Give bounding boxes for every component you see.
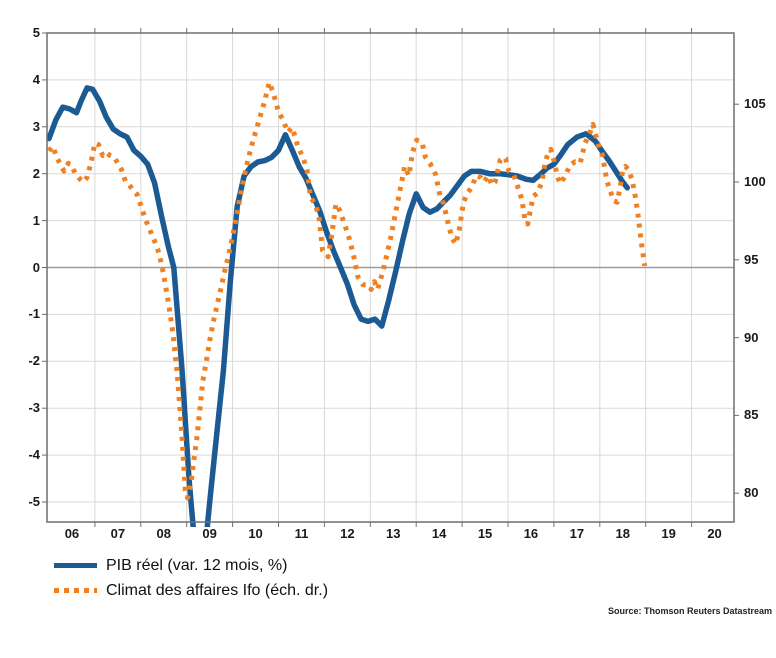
axis-tick-label: -5: [28, 494, 40, 509]
axis-tick-label: 20: [707, 526, 722, 541]
axis-tick-label: 13: [386, 526, 401, 541]
axis-tick-label: 5: [32, 25, 40, 40]
axis-tick-label: 2: [32, 165, 40, 181]
legend-item-ifo: Climat des affaires Ifo (éch. dr.): [54, 578, 328, 603]
axis-tick-label: -4: [28, 447, 40, 463]
axis-tick-label: 11: [294, 526, 309, 541]
axis-tick-label: 1: [32, 212, 40, 228]
gdp-legend-label: PIB réel (var. 12 mois, %): [106, 556, 288, 574]
axis-tick-label: 09: [202, 526, 217, 541]
axis-tick-label: 100: [744, 174, 766, 189]
axis-tick-label: 0: [32, 259, 40, 275]
axis-tick-label: 07: [110, 526, 126, 541]
axis-tick-label: 90: [744, 329, 759, 345]
axis-tick-label: 19: [661, 526, 676, 541]
axis-tick-label: 08: [156, 526, 171, 541]
axis-tick-label: 06: [64, 526, 80, 541]
axis-tick-label: 14: [431, 526, 447, 541]
axis-tick-label: 12: [340, 526, 355, 541]
plot-frame: [46, 32, 735, 523]
legend-item-gdp: PIB réel (var. 12 mois, %): [54, 553, 328, 578]
axis-tick-label: 16: [523, 526, 539, 541]
axis-tick-label: 15: [477, 526, 493, 541]
legend: PIB réel (var. 12 mois, %) Climat des af…: [54, 553, 328, 603]
gdp-line: [47, 85, 631, 527]
axis-tick-label: -2: [28, 353, 40, 369]
axis-tick-label: 17: [569, 526, 585, 541]
axis-ticks: [42, 28, 739, 527]
axis-tick-label: 4: [32, 71, 40, 87]
axis-tick-label: 105: [744, 96, 766, 112]
axis-tick-label: 80: [744, 485, 759, 501]
gdp-line-swatch: [54, 563, 97, 568]
ifo-legend-label: Climat des affaires Ifo (éch. dr.): [106, 581, 329, 599]
axis-tick-label: 10: [248, 526, 263, 541]
axis-tick-label: 85: [744, 407, 759, 423]
ifo-line-swatch: [54, 588, 97, 593]
axis-tick-label: -1: [28, 306, 40, 322]
axis-tick-label: -3: [28, 400, 40, 416]
axis-tick-label: 95: [744, 251, 759, 267]
gridlines: [47, 33, 734, 522]
axis-tick-label: 3: [32, 118, 40, 134]
source-label: Source: Thomson Reuters Datastream: [607, 606, 772, 616]
ifo-line: [47, 79, 648, 501]
axis-tick-label: 18: [615, 526, 630, 541]
